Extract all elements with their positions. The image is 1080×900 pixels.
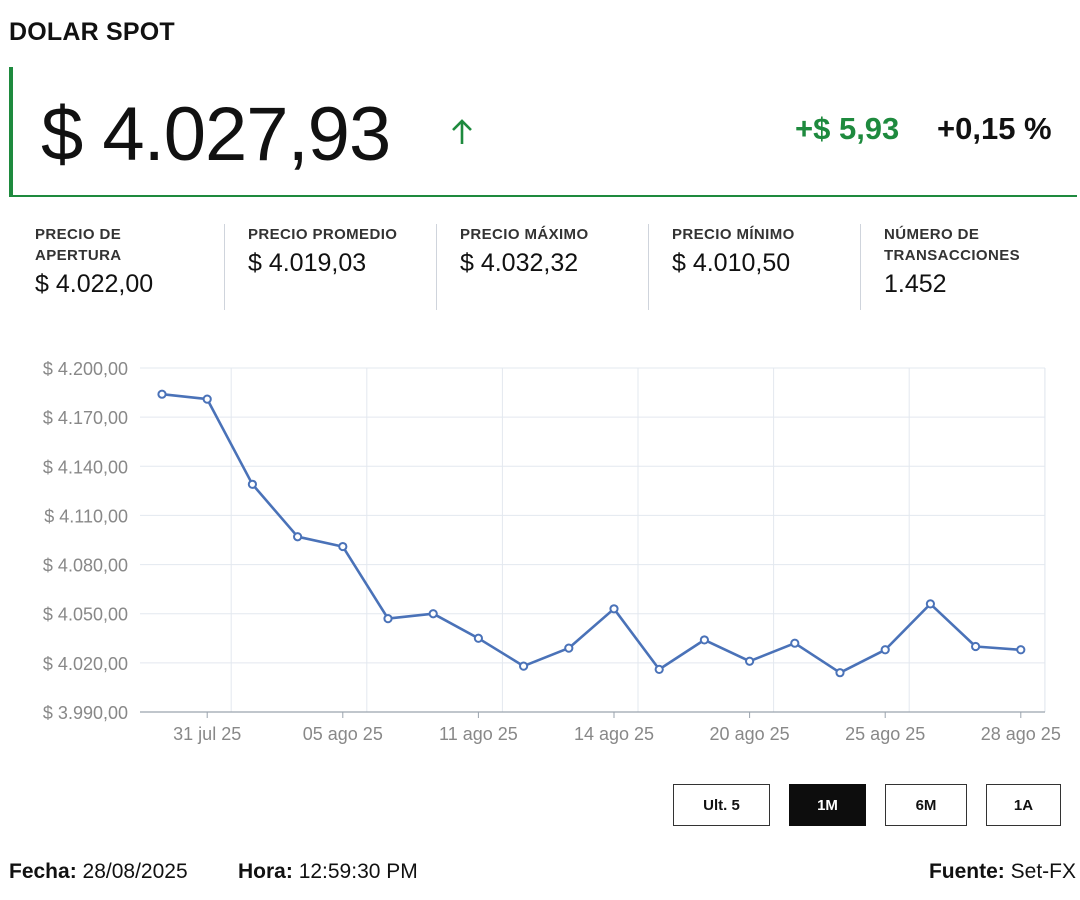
y-tick-label: $ 4.170,00 — [43, 408, 128, 428]
y-tick-label: $ 4.110,00 — [44, 506, 128, 526]
data-point — [520, 663, 527, 670]
price-panel: $ 4.027,93 +$ 5,93 +0,15 % — [9, 67, 1077, 197]
data-point — [701, 636, 708, 643]
stat-label: PRECIO MÍNIMO — [672, 224, 860, 245]
x-tick-label: 05 ago 25 — [303, 724, 383, 744]
stat-value: $ 4.032,32 — [460, 249, 648, 278]
data-point — [1017, 646, 1024, 653]
stat-value: $ 4.022,00 — [35, 270, 224, 299]
stat-value: 1.452 — [884, 270, 1072, 299]
stat-average-price: PRECIO PROMEDIO $ 4.019,03 — [224, 224, 436, 310]
footer-time-label: Hora: — [238, 860, 293, 883]
y-tick-label: $ 4.140,00 — [43, 457, 128, 477]
x-tick-label: 31 jul 25 — [173, 724, 241, 744]
data-point — [475, 635, 482, 642]
stat-label: PRECIO PROMEDIO — [248, 224, 408, 245]
footer-date-value: 28/08/2025 — [83, 860, 188, 883]
range-button-ult5[interactable]: Ult. 5 — [673, 784, 770, 826]
data-point — [384, 615, 391, 622]
stat-label: PRECIO DE APERTURA — [35, 224, 195, 266]
data-point — [882, 646, 889, 653]
stat-value: $ 4.010,50 — [672, 249, 860, 278]
data-point — [791, 640, 798, 647]
y-tick-label: $ 4.080,00 — [43, 556, 128, 576]
price-line-chart[interactable]: $ 3.990,00 $ 4.020,00 $ 4.050,00 $ 4.080,00… — [0, 350, 1080, 760]
arrow-up-icon — [449, 117, 475, 147]
data-point — [339, 543, 346, 550]
y-tick-label: $ 4.050,00 — [43, 605, 128, 625]
page-title: DOLAR SPOT — [9, 18, 175, 47]
y-tick-label: $ 3.990,00 — [43, 703, 128, 723]
data-point — [565, 645, 572, 652]
stats-row: PRECIO DE APERTURA $ 4.022,00 PRECIO PRO… — [12, 224, 1072, 310]
current-price: $ 4.027,93 — [41, 91, 390, 178]
change-percent: +0,15 % — [937, 111, 1052, 147]
x-tick-label: 14 ago 25 — [574, 724, 654, 744]
stat-transactions: NÚMERO DE TRANSACCIONES 1.452 — [860, 224, 1072, 310]
y-tick-label: $ 4.020,00 — [43, 654, 128, 674]
data-point — [746, 658, 753, 665]
footer-time: Hora: 12:59:30 PM — [238, 860, 418, 884]
footer-source-label: Fuente: — [929, 860, 1005, 883]
stat-label: PRECIO MÁXIMO — [460, 224, 648, 245]
range-selector: Ult. 5 1M 6M 1A — [673, 784, 1061, 826]
series-line — [162, 394, 1021, 673]
range-button-6m[interactable]: 6M — [885, 784, 967, 826]
footer-date: Fecha: 28/08/2025 — [9, 860, 188, 884]
data-point — [430, 610, 437, 617]
data-point — [249, 481, 256, 488]
data-point — [836, 669, 843, 676]
data-point — [927, 600, 934, 607]
stat-label: NÚMERO DE TRANSACCIONES — [884, 224, 1044, 266]
y-tick-label: $ 4.200,00 — [43, 359, 128, 379]
x-tick-label: 11 ago 25 — [439, 724, 518, 744]
range-button-1a[interactable]: 1A — [986, 784, 1061, 826]
data-point — [204, 396, 211, 403]
change-absolute: +$ 5,93 — [795, 111, 899, 147]
data-point — [294, 533, 301, 540]
footer-time-value: 12:59:30 PM — [299, 860, 418, 883]
data-point — [158, 391, 165, 398]
footer-source-value: Set-FX — [1011, 860, 1076, 883]
range-button-1m[interactable]: 1M — [789, 784, 866, 826]
data-point — [972, 643, 979, 650]
data-point — [656, 666, 663, 673]
x-tick-label: 28 ago 25 — [981, 724, 1061, 744]
stat-value: $ 4.019,03 — [248, 249, 436, 278]
x-tick-label: 20 ago 25 — [710, 724, 790, 744]
stat-max-price: PRECIO MÁXIMO $ 4.032,32 — [436, 224, 648, 310]
data-point — [610, 605, 617, 612]
footer-source: Fuente: Set-FX — [929, 860, 1076, 884]
footer-date-label: Fecha: — [9, 860, 77, 883]
stat-opening-price: PRECIO DE APERTURA $ 4.022,00 — [12, 224, 224, 310]
x-tick-label: 25 ago 25 — [845, 724, 925, 744]
stat-min-price: PRECIO MÍNIMO $ 4.010,50 — [648, 224, 860, 310]
